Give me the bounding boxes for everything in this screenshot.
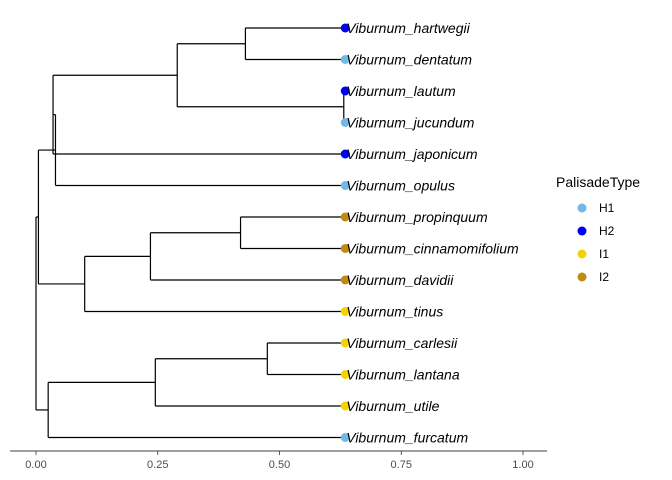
tip-label: Viburnum_lautum bbox=[346, 83, 456, 99]
x-tick-label: 0.50 bbox=[269, 459, 290, 471]
tip-point bbox=[340, 244, 350, 253]
tip-point bbox=[340, 181, 350, 190]
tip-label: Viburnum_furcatum bbox=[346, 430, 468, 446]
tip-label: Viburnum_carlesii bbox=[346, 335, 458, 351]
tip-point bbox=[340, 275, 350, 285]
tip-label: Viburnum_utile bbox=[346, 398, 439, 414]
x-tick-label: 0.25 bbox=[147, 459, 168, 471]
legend-key-h2 bbox=[577, 226, 587, 236]
tip-point bbox=[340, 149, 350, 159]
legend-key-i2 bbox=[577, 272, 587, 282]
tip-point bbox=[340, 307, 350, 316]
tip-point bbox=[340, 433, 350, 442]
legend: PalisadeType H1 H2 I1 I2 bbox=[556, 174, 640, 284]
tip-label: Viburnum_dentatum bbox=[346, 52, 472, 68]
tip-label: Viburnum_cinnamomifolium bbox=[346, 241, 519, 257]
x-tick-label: 0.00 bbox=[25, 459, 46, 471]
legend-label-h1: H1 bbox=[599, 201, 615, 215]
tip-point bbox=[340, 118, 350, 127]
x-tick-label: 1.00 bbox=[512, 459, 533, 471]
legend-label-i1: I1 bbox=[599, 247, 609, 261]
tip-point bbox=[340, 86, 350, 96]
tip-label: Viburnum_propinquum bbox=[346, 209, 488, 225]
tip-label: Viburnum_opulus bbox=[346, 178, 455, 194]
tree-tips: Viburnum_hartwegii Viburnum_dentatum Vibur… bbox=[340, 20, 519, 446]
tip-label: Viburnum_jucundum bbox=[346, 115, 474, 131]
legend-label-h2: H2 bbox=[599, 224, 615, 238]
tip-label: Viburnum_japonicum bbox=[346, 146, 478, 162]
tip-point bbox=[340, 401, 350, 411]
tip-point bbox=[340, 338, 350, 348]
legend-key-i1 bbox=[577, 249, 587, 259]
tree-branches bbox=[35, 27, 346, 439]
tip-point bbox=[340, 212, 350, 222]
tip-label: Viburnum_hartwegii bbox=[346, 20, 470, 36]
legend-label-i2: I2 bbox=[599, 270, 609, 284]
tip-label: Viburnum_lantana bbox=[346, 367, 460, 383]
tip-point bbox=[340, 370, 350, 379]
legend-key-h1 bbox=[577, 203, 587, 213]
x-axis: 0.00 0.25 0.50 0.75 1.00 bbox=[10, 450, 547, 471]
legend-title: PalisadeType bbox=[556, 174, 640, 190]
tip-point bbox=[340, 55, 350, 64]
tip-point bbox=[340, 23, 350, 33]
tip-label: Viburnum_tinus bbox=[346, 304, 443, 320]
x-tick-label: 0.75 bbox=[391, 459, 412, 471]
tip-label: Viburnum_davidii bbox=[346, 272, 454, 288]
